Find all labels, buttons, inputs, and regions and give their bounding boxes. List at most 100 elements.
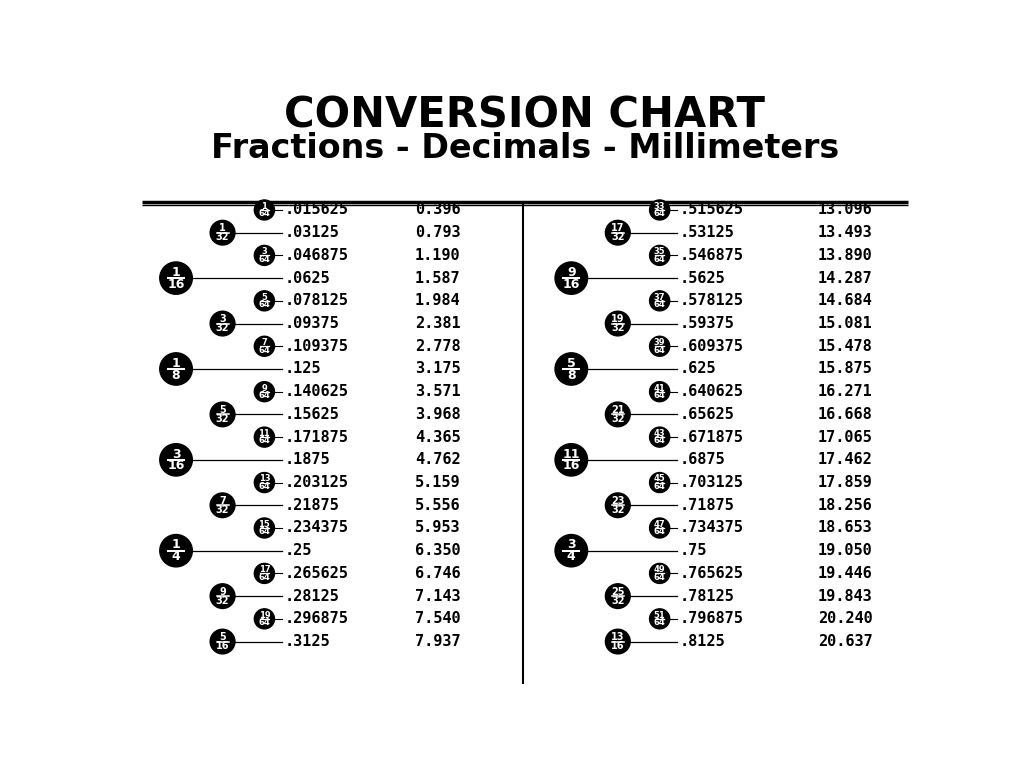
Text: .578125: .578125: [680, 293, 743, 308]
Text: .671875: .671875: [680, 429, 743, 445]
Text: 3.571: 3.571: [415, 384, 461, 399]
Text: 32: 32: [611, 233, 625, 243]
Text: 4.365: 4.365: [415, 429, 461, 445]
Text: 64: 64: [258, 528, 270, 536]
Text: 11: 11: [258, 429, 270, 438]
Circle shape: [210, 584, 234, 608]
Circle shape: [649, 609, 670, 629]
Circle shape: [160, 535, 193, 567]
Text: 15.081: 15.081: [818, 316, 872, 331]
Text: 64: 64: [653, 209, 666, 218]
Text: 64: 64: [258, 300, 270, 310]
Circle shape: [254, 200, 274, 220]
Text: 32: 32: [611, 323, 625, 333]
Text: 64: 64: [653, 573, 666, 581]
Text: 5.159: 5.159: [415, 475, 461, 490]
Text: 11: 11: [562, 448, 580, 461]
Text: .203125: .203125: [285, 475, 348, 490]
Text: 9: 9: [567, 266, 575, 279]
Text: 47: 47: [654, 520, 666, 529]
Text: 64: 64: [653, 482, 666, 491]
Text: 64: 64: [258, 482, 270, 491]
Text: 1: 1: [172, 538, 180, 551]
Text: 5: 5: [261, 293, 267, 302]
Text: 13.096: 13.096: [818, 203, 872, 217]
Text: 1: 1: [219, 223, 226, 233]
Text: 16: 16: [167, 459, 184, 472]
Text: .1875: .1875: [285, 452, 330, 468]
Text: 20.240: 20.240: [818, 611, 872, 627]
Text: 41: 41: [653, 383, 666, 392]
Text: 39: 39: [654, 338, 666, 347]
Text: .125: .125: [285, 362, 322, 376]
Circle shape: [649, 200, 670, 220]
Text: 18.256: 18.256: [818, 498, 872, 513]
Circle shape: [210, 220, 234, 245]
Text: 64: 64: [653, 300, 666, 310]
Circle shape: [649, 427, 670, 447]
Text: 9: 9: [261, 383, 267, 392]
Text: .265625: .265625: [285, 566, 348, 581]
Text: 16: 16: [562, 459, 580, 472]
Text: .109375: .109375: [285, 339, 348, 354]
Circle shape: [649, 382, 670, 402]
Text: .6875: .6875: [680, 452, 725, 468]
Text: 19: 19: [611, 314, 625, 324]
Text: .234375: .234375: [285, 521, 348, 535]
Circle shape: [254, 336, 274, 356]
Text: .140625: .140625: [285, 384, 348, 399]
Text: 4.762: 4.762: [415, 452, 461, 468]
Text: 64: 64: [653, 436, 666, 445]
Text: 1.984: 1.984: [415, 293, 461, 308]
Text: Fractions - Decimals - Millimeters: Fractions - Decimals - Millimeters: [211, 132, 839, 165]
Circle shape: [210, 311, 234, 336]
Text: 64: 64: [653, 618, 666, 627]
Text: 5.556: 5.556: [415, 498, 461, 513]
Text: 5: 5: [219, 632, 226, 642]
Circle shape: [254, 472, 274, 492]
Circle shape: [254, 246, 274, 266]
Circle shape: [254, 564, 274, 584]
Text: .796875: .796875: [680, 611, 743, 627]
Text: 18.653: 18.653: [818, 521, 872, 535]
Text: .8125: .8125: [680, 634, 725, 649]
Text: 64: 64: [258, 209, 270, 218]
Text: 64: 64: [653, 255, 666, 263]
Text: 17.065: 17.065: [818, 429, 872, 445]
Circle shape: [649, 291, 670, 311]
Text: 5.953: 5.953: [415, 521, 461, 535]
Text: 32: 32: [611, 414, 625, 424]
Text: 5: 5: [219, 405, 226, 415]
Text: 3: 3: [261, 247, 267, 257]
Text: 25: 25: [611, 587, 625, 597]
Text: 17.859: 17.859: [818, 475, 872, 490]
Text: 64: 64: [653, 528, 666, 536]
Text: 1: 1: [172, 266, 180, 279]
Text: .25: .25: [285, 543, 312, 558]
Circle shape: [254, 518, 274, 538]
Text: .53125: .53125: [680, 225, 734, 240]
Text: 33: 33: [654, 202, 666, 211]
Text: 0.396: 0.396: [415, 203, 461, 217]
Text: 17: 17: [259, 565, 270, 574]
Circle shape: [160, 444, 193, 476]
Text: 32: 32: [216, 414, 229, 424]
Text: .15625: .15625: [285, 407, 339, 422]
Text: .03125: .03125: [285, 225, 339, 240]
Text: 17.462: 17.462: [818, 452, 872, 468]
Text: CONVERSION CHART: CONVERSION CHART: [285, 94, 765, 136]
Text: 16: 16: [216, 641, 229, 651]
Circle shape: [555, 262, 588, 294]
Circle shape: [254, 427, 274, 447]
Text: 0.793: 0.793: [415, 225, 461, 240]
Text: 17: 17: [611, 223, 625, 233]
Text: 20.637: 20.637: [818, 634, 872, 649]
Circle shape: [254, 609, 274, 629]
Circle shape: [649, 518, 670, 538]
Text: 45: 45: [653, 475, 666, 483]
Text: 64: 64: [258, 436, 270, 445]
Text: 6.350: 6.350: [415, 543, 461, 558]
Text: 32: 32: [611, 596, 625, 606]
Text: 8: 8: [172, 369, 180, 382]
Text: 3: 3: [219, 314, 226, 324]
